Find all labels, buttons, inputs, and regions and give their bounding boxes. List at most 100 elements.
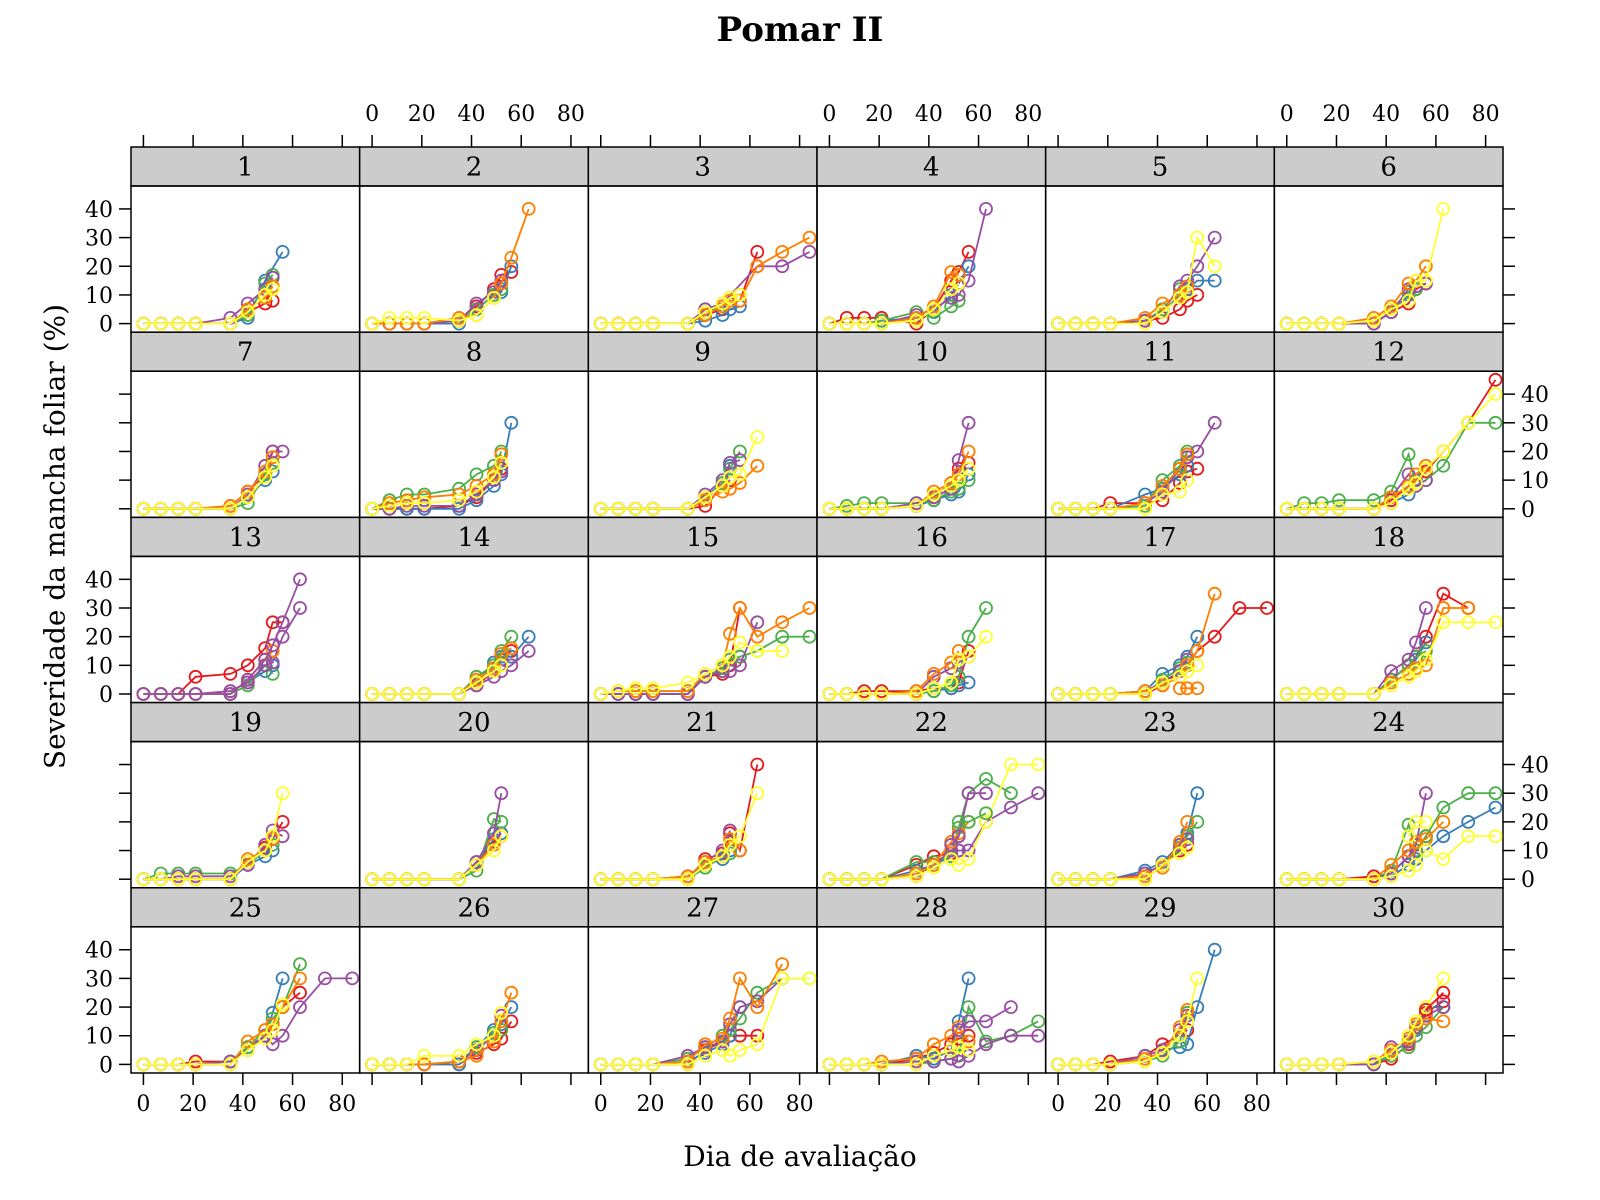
y-tick-label: 40 — [85, 568, 113, 593]
data-point — [926, 302, 941, 317]
data-point — [822, 501, 837, 516]
data-point — [293, 971, 307, 986]
data-point — [469, 1037, 484, 1052]
data-point — [486, 470, 501, 485]
data-point — [979, 772, 993, 786]
data-point — [1279, 1057, 1294, 1072]
data-point — [1384, 869, 1399, 884]
data-point — [1409, 1014, 1423, 1029]
data-point — [1103, 501, 1118, 516]
data-point — [1260, 601, 1274, 615]
data-point — [979, 815, 993, 829]
data-point — [961, 675, 976, 690]
data-point — [1436, 852, 1451, 866]
data-point — [417, 872, 432, 887]
data-point — [1180, 840, 1195, 855]
panel-label: 20 — [457, 708, 490, 738]
y-tick-label: 40 — [85, 939, 113, 964]
data-point — [1366, 501, 1381, 516]
series-line — [143, 792, 284, 881]
y-tick-label: 0 — [99, 1053, 113, 1078]
y-tick-label: 0 — [1521, 868, 1535, 893]
y-tick-label: 20 — [85, 996, 113, 1021]
data-point — [223, 687, 238, 701]
data-point — [521, 644, 536, 658]
panel-label: 1 — [237, 153, 254, 183]
panel-label: 6 — [1380, 153, 1397, 183]
panel-strip — [1044, 146, 1276, 187]
data-point — [494, 455, 509, 470]
data-point — [723, 1048, 737, 1063]
data-point — [723, 290, 737, 305]
data-point — [926, 487, 941, 502]
data-point — [1419, 601, 1433, 615]
data-point — [153, 1057, 168, 1072]
data-point — [275, 971, 290, 986]
data-point — [223, 667, 238, 681]
series-line — [372, 208, 530, 325]
data-point — [839, 501, 854, 516]
panel-label: 29 — [1143, 893, 1176, 923]
data-point — [171, 1057, 186, 1072]
data-point — [733, 476, 747, 490]
data-point — [1190, 444, 1205, 459]
data-point — [680, 1057, 695, 1072]
data-point — [1332, 493, 1346, 508]
data-point — [1384, 302, 1399, 317]
data-point — [909, 1057, 924, 1072]
data-point — [494, 658, 509, 673]
data-point — [1419, 786, 1433, 801]
data-point — [504, 658, 519, 673]
panel-frame — [1273, 926, 1504, 1074]
data-point — [680, 872, 695, 887]
data-point — [265, 638, 280, 653]
data-point — [188, 316, 203, 331]
data-point — [240, 490, 255, 505]
data-point — [750, 1028, 765, 1043]
data-point — [171, 501, 186, 516]
data-point — [1004, 800, 1018, 815]
data-point — [1314, 1057, 1329, 1072]
data-point — [857, 1057, 872, 1072]
data-point — [399, 687, 414, 701]
data-point — [733, 293, 747, 308]
data-point — [1332, 316, 1346, 331]
data-point — [494, 786, 509, 801]
series-line — [371, 462, 503, 510]
data-point — [452, 872, 467, 887]
data-point — [926, 860, 941, 875]
data-point — [1232, 601, 1247, 615]
data-point — [1384, 678, 1399, 693]
data-point — [293, 957, 307, 971]
x-tick-label: 80 — [328, 1092, 356, 1117]
data-point — [188, 669, 203, 684]
data-point — [822, 687, 837, 701]
data-point — [258, 652, 273, 667]
data-point — [951, 829, 966, 844]
data-point — [1207, 942, 1222, 957]
data-point — [1279, 872, 1294, 887]
data-point — [1279, 316, 1294, 331]
panel-label: 10 — [915, 338, 948, 368]
data-point — [1207, 629, 1222, 644]
data-point — [469, 484, 484, 499]
data-point — [1419, 1003, 1433, 1017]
data-point — [223, 501, 238, 516]
data-point — [951, 267, 966, 282]
data-point — [951, 815, 966, 829]
data-point — [1180, 1037, 1195, 1052]
data-point — [136, 687, 151, 701]
data-point — [961, 244, 976, 259]
data-point — [1419, 843, 1433, 858]
data-point — [1086, 316, 1100, 331]
x-tick-label: 80 — [557, 102, 585, 127]
y-tick-label: 20 — [85, 255, 113, 280]
data-point — [293, 601, 307, 615]
series-line — [371, 451, 503, 510]
data-point — [1436, 985, 1451, 1000]
data-point — [1314, 501, 1329, 516]
panel-strip — [358, 146, 590, 187]
data-point — [1401, 652, 1416, 667]
data-point — [521, 201, 536, 216]
x-tick-label: 20 — [1094, 1092, 1122, 1117]
